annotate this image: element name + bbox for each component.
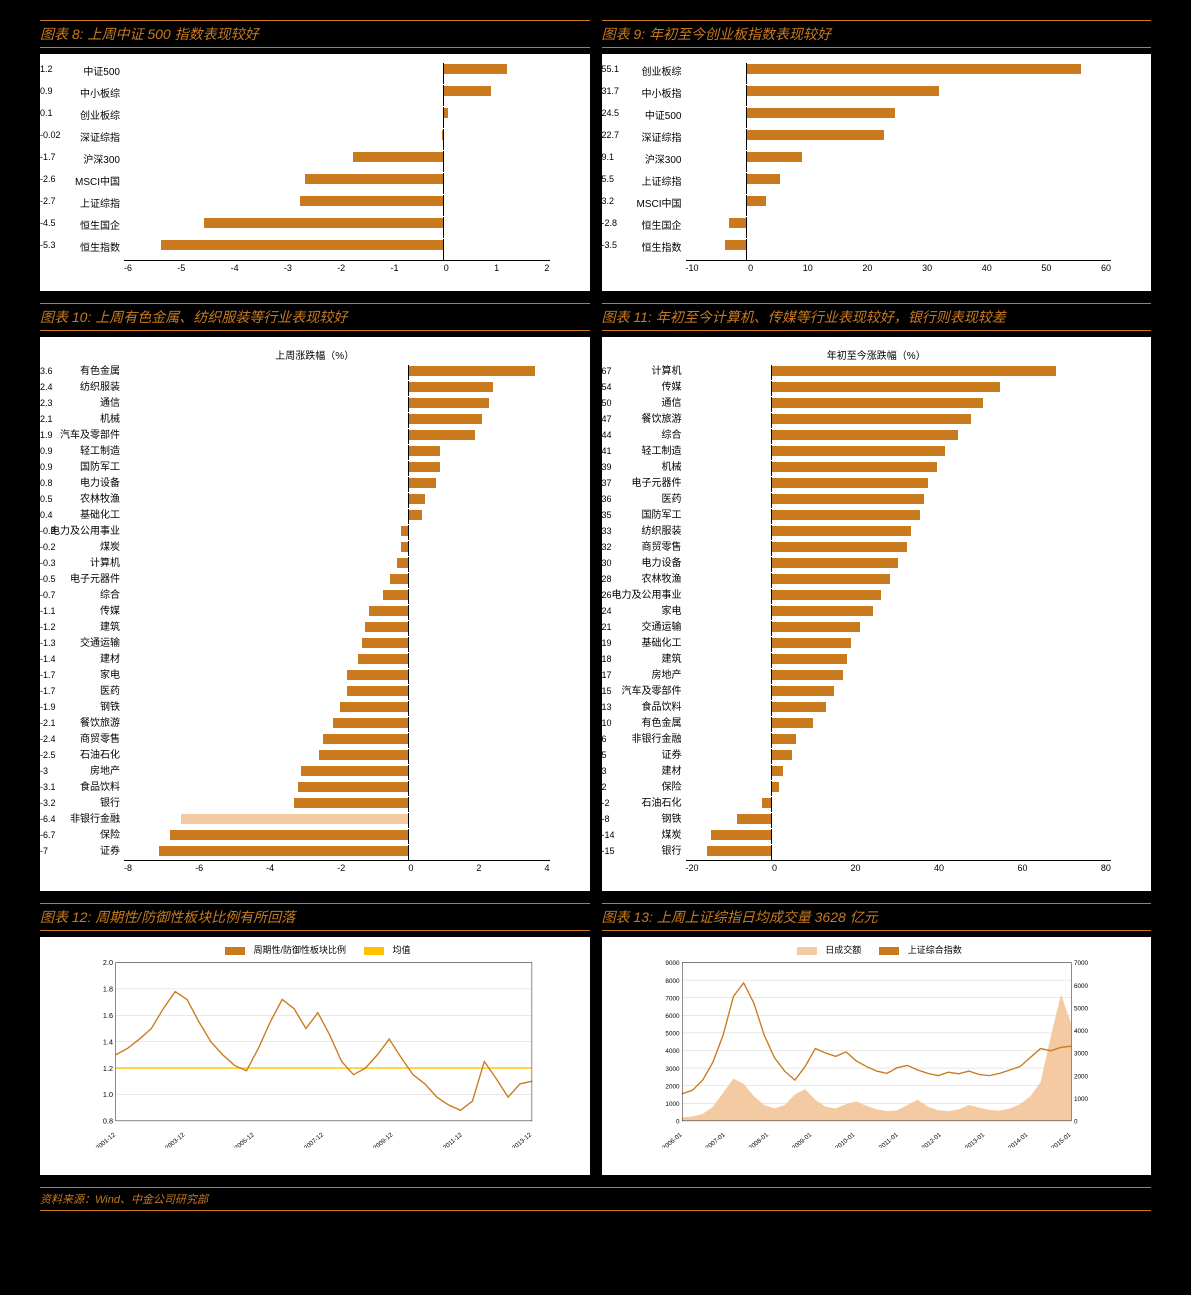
svg-text:2007-12: 2007-12	[303, 1131, 326, 1148]
svg-text:2.0: 2.0	[103, 958, 113, 967]
svg-text:0: 0	[1073, 1119, 1077, 1126]
svg-text:1000: 1000	[1073, 1096, 1088, 1103]
chart-9: 图表 9: 年初至今创业板指数表现较好 创业板综55.1中小板指31.7中证50…	[602, 20, 1152, 291]
svg-text:3000: 3000	[665, 1066, 680, 1073]
svg-text:2014-01: 2014-01	[1007, 1131, 1030, 1148]
chart-9-title: 图表 9: 年初至今创业板指数表现较好	[602, 20, 1152, 48]
svg-text:2009-12: 2009-12	[372, 1131, 395, 1148]
svg-text:2010-01: 2010-01	[834, 1131, 857, 1148]
svg-text:5000: 5000	[1073, 1005, 1088, 1012]
source-footer: 资料来源：Wind、中金公司研究部	[40, 1187, 1151, 1211]
chart-10-title: 图表 10: 上周有色金属、纺织服装等行业表现较好	[40, 303, 590, 331]
chart-8-title: 图表 8: 上周中证 500 指数表现较好	[40, 20, 590, 48]
svg-text:2013-01: 2013-01	[963, 1131, 986, 1148]
svg-text:6000: 6000	[665, 1013, 680, 1020]
svg-text:0.8: 0.8	[103, 1117, 113, 1126]
chart-11-body: 年初至今涨跌幅（%）计算机67传媒54通信50餐饮旅游47综合44轻工制造41机…	[602, 337, 1152, 891]
svg-text:2009-01: 2009-01	[790, 1131, 813, 1148]
svg-text:2013-12: 2013-12	[511, 1131, 534, 1148]
chart-13-title: 图表 13: 上周上证综指日均成交量 3628 亿元	[602, 903, 1152, 931]
chart-10: 图表 10: 上周有色金属、纺织服装等行业表现较好 上周涨跌幅（%）有色金属3.…	[40, 303, 590, 891]
svg-text:1.0: 1.0	[103, 1090, 113, 1099]
svg-text:2006-01: 2006-01	[661, 1131, 684, 1148]
svg-text:9000: 9000	[665, 960, 680, 967]
svg-text:2001-12: 2001-12	[95, 1131, 118, 1148]
chart-11: 图表 11: 年初至今计算机、传媒等行业表现较好，银行则表现较差 年初至今涨跌幅…	[602, 303, 1152, 891]
svg-text:2011-01: 2011-01	[877, 1131, 899, 1148]
svg-text:4000: 4000	[665, 1048, 680, 1055]
svg-text:2005-12: 2005-12	[233, 1131, 256, 1148]
svg-text:2003-12: 2003-12	[164, 1131, 187, 1148]
chart-12: 图表 12: 周期性/防御性板块比例有所回落 周期性/防御性板块比例 均值0.8…	[40, 903, 590, 1175]
svg-text:1.4: 1.4	[103, 1037, 113, 1046]
svg-text:2015-01: 2015-01	[1050, 1131, 1073, 1148]
svg-text:6000: 6000	[1073, 983, 1088, 990]
chart-9-body: 创业板综55.1中小板指31.7中证50024.5深证综指22.7沪深3009.…	[602, 54, 1152, 291]
svg-text:2000: 2000	[665, 1083, 680, 1090]
svg-text:2000: 2000	[1073, 1073, 1088, 1080]
chart-13: 图表 13: 上周上证综指日均成交量 3628 亿元 日成交额 上证综合指数01…	[602, 903, 1152, 1175]
chart-13-body: 日成交额 上证综合指数01000200030004000500060007000…	[602, 937, 1152, 1175]
svg-text:1.6: 1.6	[103, 1011, 113, 1020]
chart-8: 图表 8: 上周中证 500 指数表现较好 中证5001.2中小板综0.9创业板…	[40, 20, 590, 291]
chart-12-title: 图表 12: 周期性/防御性板块比例有所回落	[40, 903, 590, 931]
chart-10-body: 上周涨跌幅（%）有色金属3.6纺织服装2.4通信2.3机械2.1汽车及零部件1.…	[40, 337, 590, 891]
svg-text:4000: 4000	[1073, 1028, 1088, 1035]
svg-text:2012-01: 2012-01	[920, 1131, 943, 1148]
svg-text:0: 0	[675, 1119, 679, 1126]
svg-text:2008-01: 2008-01	[747, 1131, 770, 1148]
svg-text:3000: 3000	[1073, 1051, 1088, 1058]
svg-text:7000: 7000	[1073, 960, 1088, 967]
svg-text:1.8: 1.8	[103, 985, 113, 994]
svg-text:1000: 1000	[665, 1101, 680, 1108]
svg-text:1.2: 1.2	[103, 1064, 113, 1073]
svg-text:5000: 5000	[665, 1031, 680, 1038]
svg-text:2011-12: 2011-12	[442, 1131, 464, 1148]
svg-text:7000: 7000	[665, 995, 680, 1002]
chart-12-body: 周期性/防御性板块比例 均值0.81.01.21.41.61.82.02001-…	[40, 937, 590, 1175]
chart-11-title: 图表 11: 年初至今计算机、传媒等行业表现较好，银行则表现较差	[602, 303, 1152, 331]
chart-8-body: 中证5001.2中小板综0.9创业板综0.1深证综指-0.02沪深300-1.7…	[40, 54, 590, 291]
svg-text:8000: 8000	[665, 978, 680, 985]
svg-text:2007-01: 2007-01	[704, 1131, 727, 1148]
